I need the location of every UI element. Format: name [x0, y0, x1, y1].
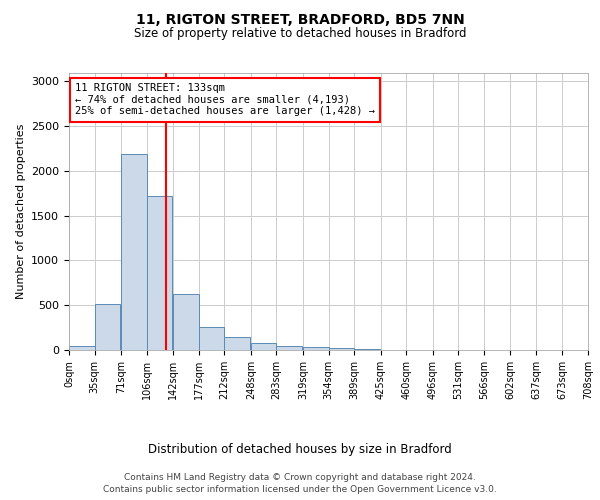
Text: Size of property relative to detached houses in Bradford: Size of property relative to detached ho… — [134, 28, 466, 40]
Text: 11 RIGTON STREET: 133sqm
← 74% of detached houses are smaller (4,193)
25% of sem: 11 RIGTON STREET: 133sqm ← 74% of detach… — [75, 83, 375, 116]
Bar — [354, 349, 380, 350]
Text: Contains HM Land Registry data © Crown copyright and database right 2024.: Contains HM Land Registry data © Crown c… — [124, 472, 476, 482]
Bar — [303, 348, 329, 350]
Bar — [173, 294, 199, 350]
Text: Distribution of detached houses by size in Bradford: Distribution of detached houses by size … — [148, 442, 452, 456]
Bar — [277, 346, 302, 350]
Bar — [224, 338, 250, 350]
Bar — [199, 326, 224, 350]
Text: Contains public sector information licensed under the Open Government Licence v3: Contains public sector information licen… — [103, 485, 497, 494]
Bar — [95, 304, 121, 350]
Bar — [251, 343, 277, 350]
Bar — [69, 346, 95, 350]
Bar — [121, 154, 147, 350]
Bar — [147, 196, 172, 350]
Bar — [329, 348, 354, 350]
Y-axis label: Number of detached properties: Number of detached properties — [16, 124, 26, 299]
Text: 11, RIGTON STREET, BRADFORD, BD5 7NN: 11, RIGTON STREET, BRADFORD, BD5 7NN — [136, 12, 464, 26]
